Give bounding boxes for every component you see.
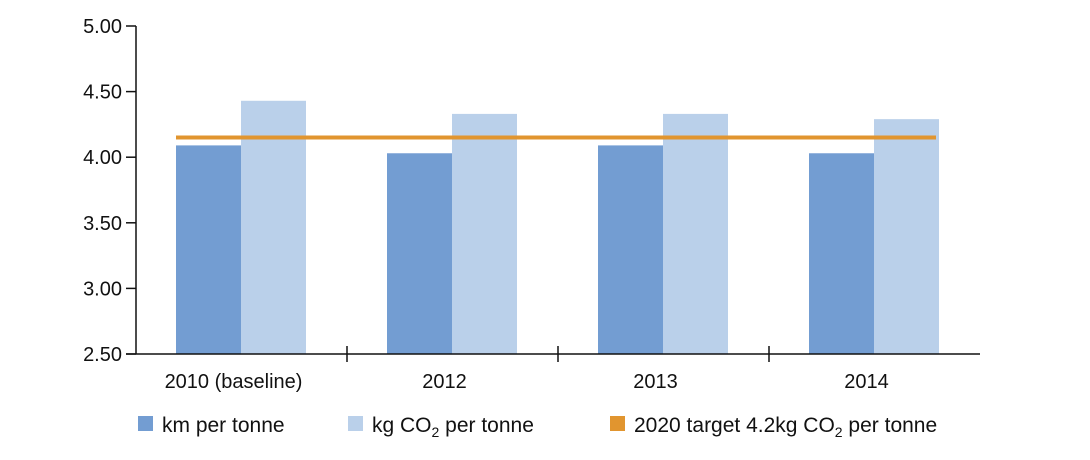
y-tick-label: 5.00 bbox=[83, 16, 122, 38]
bar-series2-0 bbox=[241, 100, 306, 354]
bar-series2-3 bbox=[874, 119, 939, 354]
y-tick-label: 4.50 bbox=[83, 82, 122, 104]
bar-series1-2 bbox=[598, 145, 663, 354]
x-tick-label: 2012 bbox=[422, 371, 467, 393]
y-tick-label: 3.00 bbox=[83, 278, 122, 300]
legend-km-per-tonne-label: km per tonne bbox=[162, 414, 285, 437]
legend-2020-target-label: 2020 target 4.2kg CO2 per tonne bbox=[634, 414, 937, 440]
bar-series2-1 bbox=[452, 113, 517, 355]
legend-kg-co2-per-tonne-swatch bbox=[348, 416, 363, 431]
bar-series1-3 bbox=[809, 153, 874, 354]
bar-series1-1 bbox=[387, 153, 452, 354]
bar-series2-2 bbox=[663, 113, 728, 355]
legend-km-per-tonne-swatch bbox=[138, 416, 153, 431]
legend: km per tonne kg CO2 per tonne 2020 target … bbox=[138, 414, 937, 440]
x-tick-label: 2014 bbox=[844, 371, 889, 393]
legend-2020-target-swatch bbox=[610, 416, 625, 431]
bar-series1-0 bbox=[176, 145, 241, 354]
y-tick-label: 2.50 bbox=[83, 344, 122, 366]
x-tick-label: 2010 (baseline) bbox=[165, 371, 303, 393]
y-tick-label: 4.00 bbox=[83, 147, 122, 169]
legend-kg-co2-per-tonne-label: kg CO2 per tonne bbox=[372, 414, 534, 440]
bars bbox=[176, 100, 939, 355]
y-tick-label: 3.50 bbox=[83, 213, 122, 235]
axes: 2.50 3.00 3.50 4.00 4.50 5.00 2010 (baseline) 2… bbox=[83, 16, 980, 393]
x-tick-label: 2013 bbox=[633, 371, 678, 393]
